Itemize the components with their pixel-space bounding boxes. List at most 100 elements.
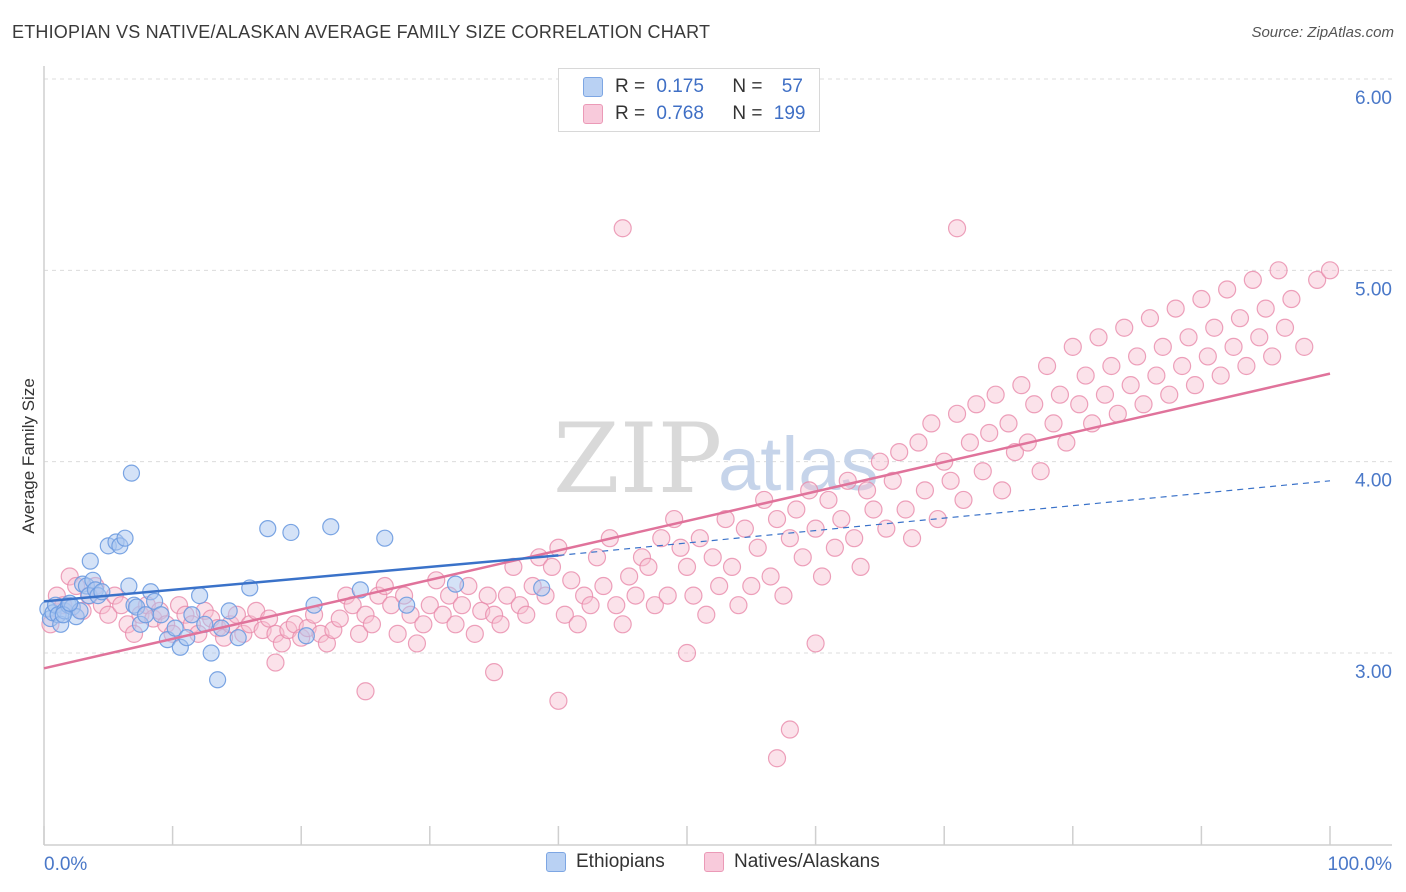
natives-point: [1308, 270, 1327, 289]
ethiopians-point: [322, 518, 340, 536]
natives-point: [362, 615, 382, 634]
legend-r-label: R =: [615, 103, 646, 124]
natives-point: [388, 624, 407, 643]
y-tick-label: 3.00: [1355, 662, 1392, 683]
natives-point: [735, 519, 754, 538]
natives-point: [986, 385, 1005, 404]
natives-point: [967, 395, 986, 414]
natives-point: [349, 624, 369, 643]
ethiopians-point: [202, 644, 220, 662]
legend-r-value: 0.175: [656, 76, 704, 97]
y-tick-label: 6.00: [1355, 88, 1392, 109]
natives-point: [1095, 385, 1115, 404]
gridlines: [44, 78, 1392, 654]
ethiopians-point: [297, 627, 315, 645]
source-label: Source: ZipAtlas.com: [1251, 24, 1394, 41]
natives-point: [954, 490, 973, 510]
natives-point: [465, 624, 484, 643]
ethiopians-points: [39, 464, 551, 689]
natives-point: [902, 529, 922, 548]
natives-point: [510, 596, 529, 615]
natives-point: [1140, 309, 1160, 328]
natives-point: [1218, 280, 1237, 299]
natives-point: [1237, 356, 1256, 376]
natives-point: [1269, 261, 1288, 280]
natives-point: [825, 538, 844, 557]
natives-point: [575, 586, 594, 605]
natives-point: [607, 596, 626, 615]
natives-point: [748, 538, 767, 557]
natives-point: [645, 596, 664, 615]
axes: [43, 66, 1392, 846]
ethiopians-point: [398, 596, 416, 614]
legend-n-value: 57: [781, 76, 803, 97]
y-axis-label: Average Family Size: [19, 378, 38, 534]
natives-point: [806, 519, 825, 538]
natives-point: [1282, 289, 1301, 309]
natives-point: [980, 423, 999, 443]
natives-point: [1076, 366, 1095, 385]
natives-point: [1211, 366, 1230, 385]
legend: R = 0.175 N = 57 R = 0.768 N = 199: [558, 68, 820, 132]
natives-point: [767, 509, 787, 529]
natives-point: [1134, 395, 1153, 414]
natives-point: [1153, 337, 1172, 356]
natives-point: [1275, 318, 1295, 337]
natives-point: [870, 452, 890, 471]
bottom-legend-ethiopians: Ethiopians: [546, 851, 665, 873]
bottom-legend: Ethiopians Natives/Alaskans: [0, 851, 1406, 879]
natives-point: [819, 490, 838, 510]
ethiopians-point: [220, 602, 238, 620]
natives-point: [613, 615, 632, 634]
natives-point: [1025, 395, 1044, 414]
natives-point: [1044, 414, 1063, 433]
natives-point: [1127, 347, 1147, 366]
natives-point: [761, 567, 780, 586]
ethiopians-point: [259, 520, 277, 538]
natives-point: [1230, 309, 1250, 328]
natives-point: [787, 500, 806, 519]
ethiopians-point: [376, 529, 394, 547]
ethiopians-trend-line: [43, 554, 559, 603]
natives-point: [1063, 337, 1082, 356]
natives-point: [832, 509, 851, 529]
bottom-legend-natives: Natives/Alaskans: [704, 851, 880, 873]
bottom-legend-swatch-blue: [546, 852, 566, 872]
natives-point: [1050, 385, 1070, 404]
natives-point: [478, 586, 497, 605]
natives-point: [1121, 376, 1140, 395]
y-tick-label: 5.00: [1355, 279, 1392, 300]
ethiopians-point: [81, 552, 99, 570]
ethiopians-point: [209, 671, 227, 689]
legend-n-label: N =: [732, 103, 763, 124]
natives-point: [915, 481, 935, 500]
bottom-legend-swatch-pink: [704, 852, 724, 872]
legend-r-value: 0.768: [656, 103, 704, 124]
natives-point: [941, 471, 960, 490]
ethiopians-point: [282, 523, 300, 542]
natives-point: [1012, 376, 1031, 395]
natives-point: [581, 596, 600, 615]
natives-point: [1173, 356, 1192, 376]
natives-point: [973, 462, 992, 481]
natives-point: [851, 557, 870, 577]
natives-point: [356, 682, 375, 701]
natives-point: [767, 749, 787, 768]
ethiopians-point: [229, 629, 247, 647]
x-tick-label-max: 100.0%: [1328, 854, 1393, 875]
natives-point: [562, 571, 581, 590]
natives-point: [485, 605, 504, 624]
natives-point: [587, 548, 607, 567]
natives-point: [1115, 318, 1134, 337]
natives-point: [169, 596, 189, 615]
legend-r-label: R =: [615, 76, 646, 97]
natives-point: [793, 548, 812, 567]
natives-point: [710, 576, 729, 596]
natives-point: [266, 653, 285, 672]
natives-point: [677, 643, 697, 663]
natives-point: [1031, 462, 1050, 481]
natives-point: [639, 557, 658, 577]
natives-point: [697, 605, 716, 624]
natives-point: [703, 548, 722, 567]
natives-point: [992, 481, 1012, 500]
